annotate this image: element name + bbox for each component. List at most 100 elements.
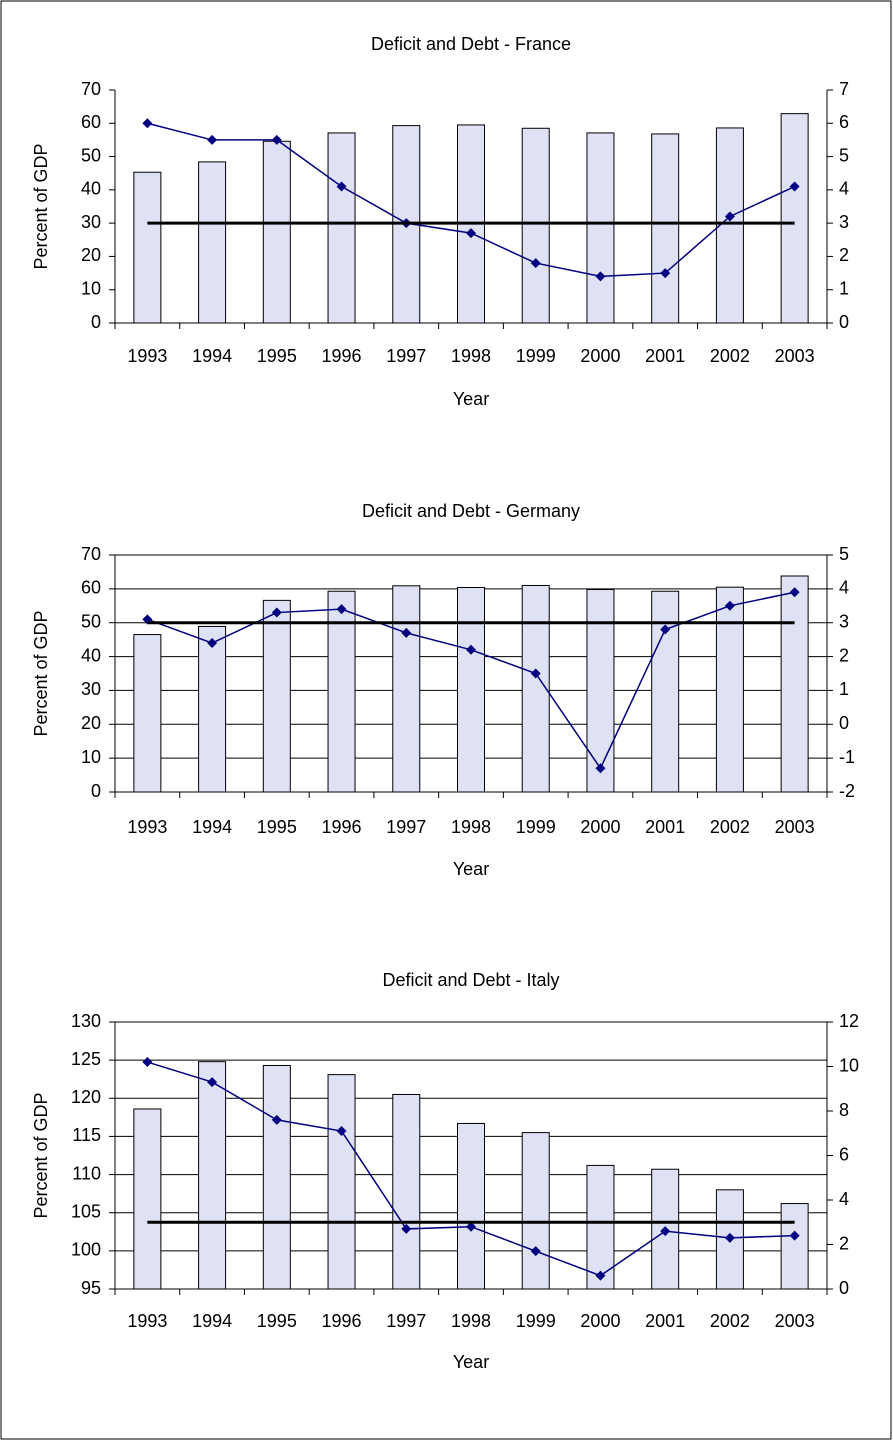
x-tick-label: 2002 bbox=[710, 1311, 750, 1331]
y2-tick-label: 5 bbox=[839, 145, 849, 165]
y-tick-label: 20 bbox=[81, 245, 101, 265]
x-tick-label: 2001 bbox=[645, 346, 685, 366]
bar bbox=[715, 586, 744, 793]
x-tick-label: 1993 bbox=[127, 1311, 167, 1331]
y-tick-label: 40 bbox=[81, 179, 101, 199]
marker bbox=[789, 587, 800, 598]
y2-tick-label: -2 bbox=[839, 781, 855, 801]
y2-tick-label: 1 bbox=[839, 679, 849, 699]
y-tick-label: 120 bbox=[71, 1087, 101, 1107]
y-tick-label: 30 bbox=[81, 212, 101, 232]
x-tick-label: 2003 bbox=[775, 346, 815, 366]
marker bbox=[530, 668, 541, 679]
x-tick-label: 1993 bbox=[127, 817, 167, 837]
marker bbox=[142, 118, 153, 129]
x-tick-label: 1998 bbox=[451, 817, 491, 837]
y-tick-label: 30 bbox=[81, 679, 101, 699]
bar bbox=[780, 1203, 809, 1290]
y2-tick-label: 0 bbox=[839, 312, 849, 332]
marker bbox=[336, 1126, 347, 1137]
y2-tick-label: 2 bbox=[839, 245, 849, 265]
bar bbox=[586, 589, 615, 793]
bar bbox=[521, 584, 550, 793]
x-tick-label: 2003 bbox=[775, 817, 815, 837]
marker bbox=[207, 638, 218, 649]
y2-tick-label: 10 bbox=[839, 1055, 859, 1075]
marker bbox=[466, 228, 476, 239]
x-tick-label: 2000 bbox=[580, 817, 620, 837]
y-tick-label: 10 bbox=[81, 278, 101, 298]
x-tick-label: 2003 bbox=[775, 1311, 815, 1331]
marker bbox=[336, 181, 347, 192]
marker bbox=[660, 268, 671, 279]
chart-title: Deficit and Debt - France bbox=[371, 34, 571, 54]
bar bbox=[457, 1122, 485, 1290]
y-tick-label: 50 bbox=[81, 611, 101, 631]
y-tick-label: 0 bbox=[91, 312, 101, 332]
bar bbox=[521, 127, 550, 324]
y2-tick-label: 6 bbox=[839, 112, 849, 132]
bar bbox=[133, 171, 162, 324]
y-tick-label: 95 bbox=[81, 1278, 101, 1298]
bar bbox=[198, 1061, 227, 1290]
bar bbox=[586, 1164, 615, 1290]
marker bbox=[530, 1246, 541, 1257]
x-tick-label: 1997 bbox=[386, 346, 426, 366]
y2-tick-label: 2 bbox=[839, 645, 849, 665]
marker bbox=[595, 763, 606, 774]
y2-tick-label: 0 bbox=[839, 1278, 849, 1298]
bar bbox=[780, 575, 809, 793]
x-tick-label: 1998 bbox=[451, 346, 491, 366]
y-tick-label: 115 bbox=[72, 1125, 101, 1145]
x-tick-label: 1996 bbox=[322, 817, 362, 837]
bar bbox=[651, 133, 680, 324]
x-tick-label: 1993 bbox=[127, 346, 167, 366]
bar bbox=[457, 587, 485, 793]
x-tick-label: 1999 bbox=[516, 817, 556, 837]
bar bbox=[780, 113, 809, 324]
bar bbox=[392, 585, 421, 793]
bar bbox=[262, 140, 291, 324]
y-tick-label: 60 bbox=[81, 578, 101, 598]
marker bbox=[336, 604, 347, 615]
marker bbox=[595, 271, 606, 282]
bar bbox=[327, 132, 356, 324]
x-tick-label: 1998 bbox=[451, 1311, 491, 1331]
y-tick-label: 20 bbox=[81, 713, 101, 733]
x-tick-label: 2002 bbox=[710, 346, 750, 366]
x-tick-label: 2000 bbox=[580, 1311, 620, 1331]
bar bbox=[521, 1132, 550, 1290]
x-tick-label: 1994 bbox=[192, 346, 232, 366]
marker bbox=[271, 1114, 282, 1125]
marker bbox=[466, 1221, 476, 1232]
bar bbox=[327, 1074, 356, 1290]
x-tick-label: 1996 bbox=[322, 346, 362, 366]
x-tick-label: 1997 bbox=[386, 817, 426, 837]
y2-tick-label: 4 bbox=[839, 179, 849, 199]
y2-tick-label: 0 bbox=[839, 713, 849, 733]
y-tick-label: 125 bbox=[71, 1049, 101, 1069]
bar bbox=[133, 1108, 162, 1290]
chart-title: Deficit and Debt - Germany bbox=[362, 501, 580, 521]
y-tick-label: 60 bbox=[81, 112, 101, 132]
marker bbox=[660, 624, 671, 635]
y2-tick-label: 3 bbox=[839, 611, 849, 631]
y2-tick-label: 6 bbox=[839, 1144, 849, 1164]
y2-tick-label: 4 bbox=[839, 578, 849, 598]
bar bbox=[262, 1064, 291, 1290]
x-axis-title: Year bbox=[453, 389, 489, 409]
bar bbox=[198, 161, 227, 324]
y2-tick-label: 5 bbox=[839, 544, 849, 564]
bar bbox=[392, 1093, 421, 1290]
y2-tick-label: -1 bbox=[839, 747, 855, 767]
y-axis-title: Percent of GDP bbox=[31, 143, 51, 269]
y-axis-title: Percent of GDP bbox=[31, 1092, 51, 1218]
bar bbox=[198, 625, 227, 793]
bar bbox=[133, 634, 162, 793]
y-tick-label: 105 bbox=[71, 1201, 101, 1221]
y-axis-title: Percent of GDP bbox=[31, 610, 51, 736]
marker bbox=[724, 211, 735, 222]
bar bbox=[715, 127, 744, 324]
x-tick-label: 1997 bbox=[386, 1311, 426, 1331]
